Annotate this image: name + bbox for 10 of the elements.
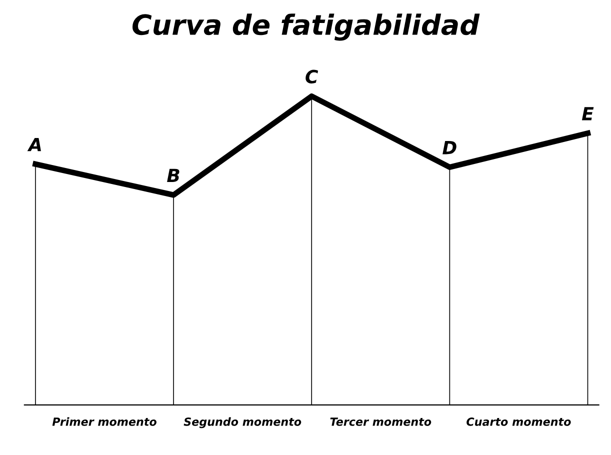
x-tick-label: E (582, 107, 594, 120)
chart-title: Curva de fatigabilidad (132, 14, 480, 41)
text: Tercer momento (330, 418, 432, 426)
x-tick-label: C (306, 70, 318, 84)
x-tick-label: D (442, 141, 456, 154)
text: Segundo momento (184, 417, 302, 428)
x-tick-label: B (167, 168, 180, 182)
text: Primer momento (52, 417, 156, 426)
text: Cuarto momento (466, 417, 571, 426)
x-tick-label: A (27, 138, 41, 152)
